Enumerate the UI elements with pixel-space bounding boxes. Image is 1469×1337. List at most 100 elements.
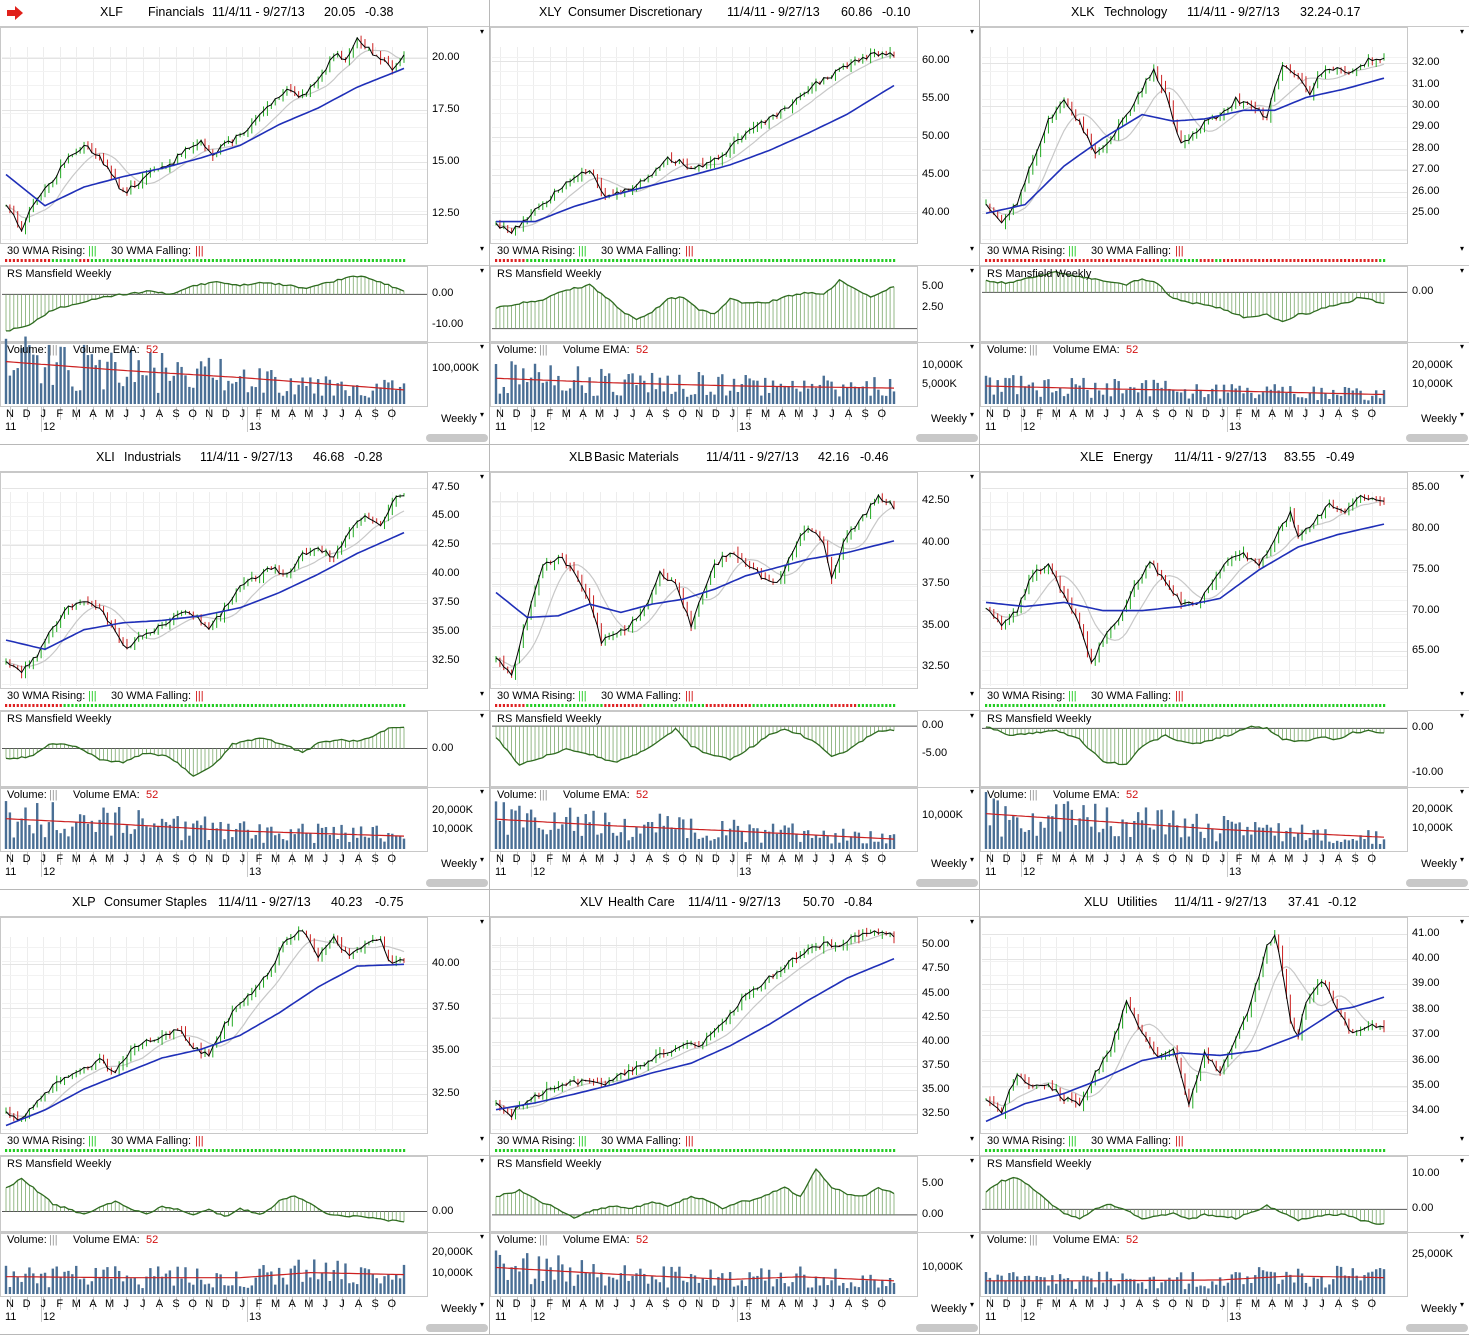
horizontal-scrollbar[interactable] <box>916 434 978 442</box>
dropdown-arrow-icon[interactable]: ▾ <box>480 855 485 864</box>
dropdown-arrow-icon[interactable]: ▾ <box>970 472 975 481</box>
dropdown-arrow-icon[interactable]: ▾ <box>480 27 485 36</box>
volume-bar <box>192 387 195 404</box>
wma-trend-mark <box>1043 259 1046 262</box>
volume-bar <box>1156 1288 1159 1294</box>
period-label[interactable]: Weekly <box>931 1303 967 1315</box>
period-label[interactable]: Weekly <box>931 858 967 870</box>
dropdown-arrow-icon[interactable]: ▾ <box>970 689 975 698</box>
dropdown-arrow-icon[interactable]: ▾ <box>480 787 485 796</box>
dropdown-arrow-icon[interactable]: ▾ <box>1460 27 1465 36</box>
horizontal-scrollbar[interactable] <box>916 1324 978 1332</box>
dropdown-arrow-icon[interactable]: ▾ <box>1460 917 1465 926</box>
dropdown-arrow-icon[interactable]: ▾ <box>1460 410 1465 419</box>
horizontal-scrollbar[interactable] <box>1406 879 1468 887</box>
period-label[interactable]: Weekly <box>441 413 477 425</box>
volume-bar <box>129 833 133 849</box>
dropdown-arrow-icon[interactable]: ▾ <box>970 711 975 720</box>
dropdown-arrow-icon[interactable]: ▾ <box>970 244 975 253</box>
dropdown-arrow-icon[interactable]: ▾ <box>1460 1300 1465 1309</box>
month-label: J <box>140 1298 146 1310</box>
dropdown-arrow-icon[interactable]: ▾ <box>480 342 485 351</box>
dropdown-arrow-icon[interactable]: ▾ <box>1460 855 1465 864</box>
chart-panel-xli[interactable]: 32.50 35.00 37.50 40.00 42.50 45.00 47.50 0.00 2… <box>0 445 490 890</box>
volume-bar <box>1265 386 1269 404</box>
chart-panel-xlk[interactable]: 25.00 26.00 27.00 28.00 29.00 30.00 31.00 32.00… <box>980 0 1469 445</box>
period-label[interactable]: Weekly <box>1421 1303 1457 1315</box>
volume-bar <box>845 840 849 849</box>
volume-bar <box>1273 384 1276 404</box>
volume-ema-label: Volume EMA: <box>1053 789 1120 801</box>
wma-trend-mark <box>1203 704 1206 707</box>
wma-trend-mark <box>779 259 783 262</box>
dropdown-arrow-icon[interactable]: ▾ <box>970 266 975 275</box>
dropdown-arrow-icon[interactable]: ▾ <box>1460 1232 1465 1241</box>
wma-trend-mark <box>94 1149 97 1152</box>
chart-panel-xle[interactable]: 65.00 70.00 75.00 80.00 85.00 0.00 -10.00 20,00… <box>980 445 1469 890</box>
dropdown-arrow-icon[interactable]: ▾ <box>970 917 975 926</box>
horizontal-scrollbar[interactable] <box>1406 434 1468 442</box>
dropdown-arrow-icon[interactable]: ▾ <box>1460 244 1465 253</box>
period-label[interactable]: Weekly <box>441 1303 477 1315</box>
dropdown-arrow-icon[interactable]: ▾ <box>480 689 485 698</box>
chart-panel-xlv[interactable]: 32.50 35.00 37.50 40.00 42.50 45.00 47.50 50.00… <box>490 890 980 1335</box>
period-label[interactable]: Weekly <box>1421 858 1457 870</box>
dropdown-arrow-icon[interactable]: ▾ <box>1460 472 1465 481</box>
volume-bar <box>818 384 822 404</box>
dropdown-arrow-icon[interactable]: ▾ <box>1460 1156 1465 1165</box>
chart-panel-xlp[interactable]: 32.50 35.00 37.50 40.00 0.00 20,000K 10,000K XL… <box>0 890 490 1335</box>
horizontal-scrollbar[interactable] <box>426 1324 488 1332</box>
wma-trend-mark <box>1277 704 1280 707</box>
dropdown-arrow-icon[interactable]: ▾ <box>480 917 485 926</box>
volume-bar <box>141 818 144 849</box>
dropdown-arrow-icon[interactable]: ▾ <box>1460 1134 1465 1143</box>
horizontal-scrollbar[interactable] <box>426 434 488 442</box>
wma-trend-mark <box>783 704 786 707</box>
wma-trend-mark <box>1246 704 1249 707</box>
wma-trend-mark <box>1086 704 1089 707</box>
dropdown-arrow-icon[interactable]: ▾ <box>480 1156 485 1165</box>
dropdown-arrow-icon[interactable]: ▾ <box>970 1156 975 1165</box>
wma-trend-mark <box>1109 259 1113 262</box>
volume-bar <box>806 830 810 849</box>
month-label: J <box>613 408 619 420</box>
dropdown-arrow-icon[interactable]: ▾ <box>480 244 485 253</box>
chart-panel-xly[interactable]: 40.00 45.00 50.00 55.00 60.00 5.00 2.50 10,000K… <box>490 0 980 445</box>
dropdown-arrow-icon[interactable]: ▾ <box>480 472 485 481</box>
period-label[interactable]: Weekly <box>441 858 477 870</box>
horizontal-scrollbar[interactable] <box>1406 1324 1468 1332</box>
red-right-arrow-icon[interactable] <box>6 6 24 20</box>
period-label[interactable]: Weekly <box>1421 413 1457 425</box>
month-label: S <box>172 1298 180 1310</box>
last-price: 46.68 <box>313 450 345 464</box>
period-label[interactable]: Weekly <box>931 413 967 425</box>
dropdown-arrow-icon[interactable]: ▾ <box>1460 787 1465 796</box>
dropdown-arrow-icon[interactable]: ▾ <box>480 711 485 720</box>
chart-panel-xlb[interactable]: 32.50 35.00 37.50 40.00 42.50 0.00 -5.00 10,000… <box>490 445 980 890</box>
dropdown-arrow-icon[interactable]: ▾ <box>1460 266 1465 275</box>
wma-trend-mark <box>1176 1149 1179 1152</box>
dropdown-arrow-icon[interactable]: ▾ <box>480 1300 485 1309</box>
dropdown-arrow-icon[interactable]: ▾ <box>970 787 975 796</box>
dropdown-arrow-icon[interactable]: ▾ <box>970 1300 975 1309</box>
dropdown-arrow-icon[interactable]: ▾ <box>970 1232 975 1241</box>
dropdown-arrow-icon[interactable]: ▾ <box>1460 689 1465 698</box>
wma-trend-mark <box>371 259 374 262</box>
horizontal-scrollbar[interactable] <box>916 879 978 887</box>
dropdown-arrow-icon[interactable]: ▾ <box>970 410 975 419</box>
wma-trend-mark <box>996 1149 999 1152</box>
dropdown-arrow-icon[interactable]: ▾ <box>480 410 485 419</box>
dropdown-arrow-icon[interactable]: ▾ <box>480 1232 485 1241</box>
volume-bar <box>791 823 794 849</box>
dropdown-arrow-icon[interactable]: ▾ <box>970 27 975 36</box>
dropdown-arrow-icon[interactable]: ▾ <box>480 1134 485 1143</box>
dropdown-arrow-icon[interactable]: ▾ <box>970 1134 975 1143</box>
dropdown-arrow-icon[interactable]: ▾ <box>1460 711 1465 720</box>
dropdown-arrow-icon[interactable]: ▾ <box>480 266 485 275</box>
dropdown-arrow-icon[interactable]: ▾ <box>970 855 975 864</box>
horizontal-scrollbar[interactable] <box>426 879 488 887</box>
dropdown-arrow-icon[interactable]: ▾ <box>1460 342 1465 351</box>
chart-panel-xlu[interactable]: 34.00 35.00 36.00 37.00 38.00 39.00 40.00 41.00… <box>980 890 1469 1335</box>
dropdown-arrow-icon[interactable]: ▾ <box>970 342 975 351</box>
chart-panel-xlf[interactable]: 12.50 15.00 17.50 20.00 0.00 -10.00 100,000K XL… <box>0 0 490 445</box>
